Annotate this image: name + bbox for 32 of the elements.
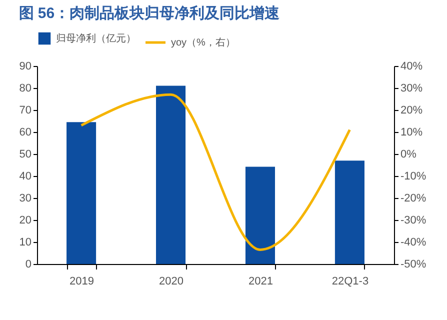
bar bbox=[156, 86, 186, 264]
y-tick-label: 70 bbox=[19, 104, 32, 116]
x-tick-label: 2020 bbox=[159, 276, 184, 288]
legend-label: 归母净利（亿元） bbox=[56, 32, 136, 44]
y-tick-label: 60 bbox=[19, 126, 32, 138]
chart-title: 图 56：肉制品板块归母净利及同比增速 bbox=[18, 5, 281, 22]
y2-tick-label: 30% bbox=[400, 82, 423, 94]
y-tick-label: 90 bbox=[19, 60, 32, 72]
y-tick-label: 40 bbox=[19, 170, 32, 182]
y-tick-label: 0 bbox=[25, 258, 32, 270]
y2-tick-label: 40% bbox=[400, 60, 423, 72]
y2-tick-label: -30% bbox=[400, 214, 426, 226]
x-tick-label: 2019 bbox=[70, 276, 94, 288]
bar bbox=[66, 122, 96, 264]
y2-tick-label: -40% bbox=[400, 236, 426, 248]
y2-tick-label: 10% bbox=[400, 126, 423, 138]
y-tick-label: 10 bbox=[19, 236, 32, 248]
y2-tick-label: -50% bbox=[400, 258, 426, 270]
bar bbox=[334, 160, 364, 264]
y2-tick-label: -20% bbox=[400, 192, 426, 204]
x-tick-label: 22Q1-3 bbox=[332, 276, 369, 288]
y-tick-label: 50 bbox=[19, 148, 32, 160]
y-tick-label: 80 bbox=[19, 82, 32, 94]
line-series bbox=[80, 93, 351, 251]
y-tick-label: 20 bbox=[19, 214, 32, 226]
legend-label: yoy（%，右） bbox=[171, 38, 236, 48]
y2-tick-label: 20% bbox=[400, 104, 423, 116]
y2-tick-label: 0% bbox=[400, 148, 417, 160]
y2-tick-label: -10% bbox=[400, 170, 426, 182]
bar bbox=[245, 166, 275, 264]
y-tick-label: 30 bbox=[19, 192, 32, 204]
x-tick-label: 2021 bbox=[248, 276, 273, 288]
